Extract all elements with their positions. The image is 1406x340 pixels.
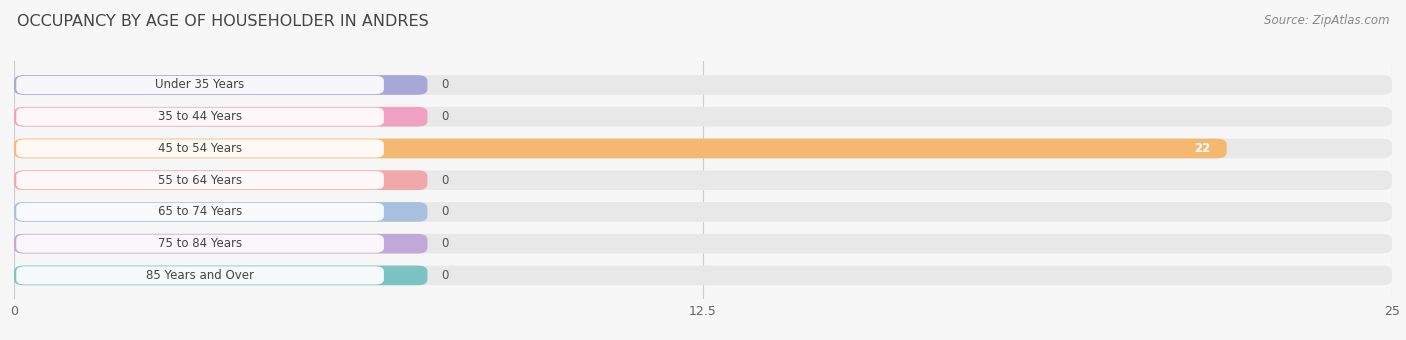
FancyBboxPatch shape: [14, 234, 1392, 254]
FancyBboxPatch shape: [14, 75, 1392, 95]
FancyBboxPatch shape: [14, 170, 1392, 190]
FancyBboxPatch shape: [17, 108, 384, 126]
FancyBboxPatch shape: [17, 139, 384, 157]
FancyBboxPatch shape: [14, 202, 1392, 222]
Text: 22: 22: [1194, 142, 1211, 155]
FancyBboxPatch shape: [17, 76, 384, 94]
Text: Source: ZipAtlas.com: Source: ZipAtlas.com: [1264, 14, 1389, 27]
Text: 0: 0: [441, 237, 449, 250]
Text: 45 to 54 Years: 45 to 54 Years: [157, 142, 242, 155]
Text: 0: 0: [441, 269, 449, 282]
FancyBboxPatch shape: [17, 203, 384, 221]
Text: 0: 0: [441, 205, 449, 218]
Text: OCCUPANCY BY AGE OF HOUSEHOLDER IN ANDRES: OCCUPANCY BY AGE OF HOUSEHOLDER IN ANDRE…: [17, 14, 429, 29]
Text: 0: 0: [441, 174, 449, 187]
Text: Under 35 Years: Under 35 Years: [156, 79, 245, 91]
FancyBboxPatch shape: [14, 170, 427, 190]
Text: 0: 0: [441, 79, 449, 91]
Text: 75 to 84 Years: 75 to 84 Years: [157, 237, 242, 250]
FancyBboxPatch shape: [14, 139, 1226, 158]
FancyBboxPatch shape: [17, 235, 384, 253]
FancyBboxPatch shape: [17, 266, 384, 285]
FancyBboxPatch shape: [17, 171, 384, 189]
FancyBboxPatch shape: [14, 75, 427, 95]
Text: 65 to 74 Years: 65 to 74 Years: [157, 205, 242, 218]
FancyBboxPatch shape: [14, 266, 427, 285]
FancyBboxPatch shape: [14, 107, 1392, 126]
FancyBboxPatch shape: [14, 107, 427, 126]
Text: 55 to 64 Years: 55 to 64 Years: [157, 174, 242, 187]
Text: 35 to 44 Years: 35 to 44 Years: [157, 110, 242, 123]
Text: 0: 0: [441, 110, 449, 123]
FancyBboxPatch shape: [14, 202, 427, 222]
FancyBboxPatch shape: [14, 139, 1392, 158]
FancyBboxPatch shape: [14, 266, 1392, 285]
FancyBboxPatch shape: [14, 234, 427, 254]
Text: 85 Years and Over: 85 Years and Over: [146, 269, 254, 282]
